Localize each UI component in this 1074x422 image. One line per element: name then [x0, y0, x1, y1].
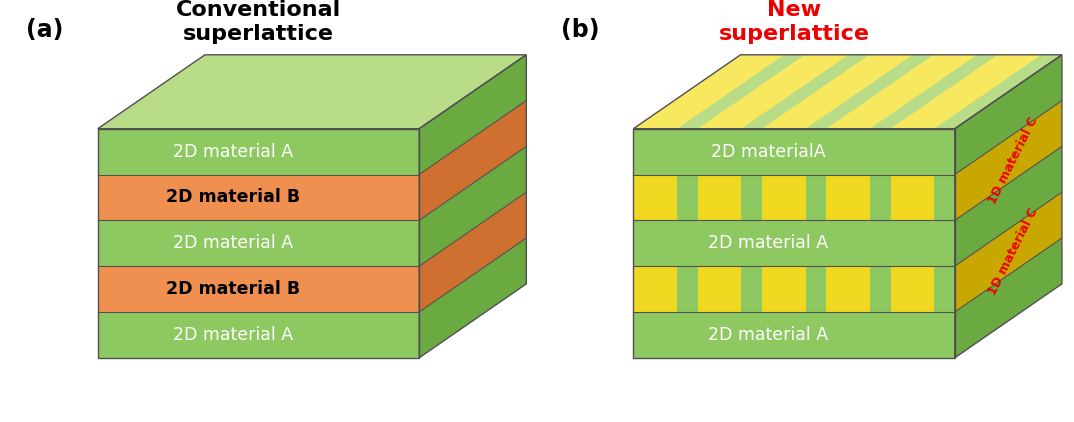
Polygon shape [826, 55, 977, 129]
Polygon shape [826, 266, 870, 312]
Text: 2D material B: 2D material B [165, 280, 300, 298]
Text: 1D material C: 1D material C [987, 206, 1041, 298]
Polygon shape [698, 266, 741, 312]
Polygon shape [634, 175, 677, 220]
Polygon shape [98, 129, 419, 175]
Polygon shape [761, 266, 806, 312]
Polygon shape [634, 266, 677, 312]
Polygon shape [634, 129, 955, 175]
Polygon shape [634, 55, 1062, 129]
Polygon shape [634, 266, 955, 312]
Text: 2D material B: 2D material B [165, 188, 300, 206]
Text: (b): (b) [561, 18, 599, 42]
Text: 2D material A: 2D material A [173, 234, 293, 252]
Polygon shape [634, 312, 955, 358]
Polygon shape [955, 238, 1062, 358]
Text: 2D material A: 2D material A [709, 326, 828, 344]
Text: Conventional
superlattice: Conventional superlattice [176, 0, 342, 44]
Polygon shape [955, 192, 1062, 312]
Polygon shape [98, 175, 419, 220]
Polygon shape [419, 238, 526, 358]
Polygon shape [761, 175, 806, 220]
Polygon shape [761, 55, 913, 129]
Text: (a): (a) [26, 18, 63, 42]
Polygon shape [955, 146, 1062, 266]
Polygon shape [419, 192, 526, 312]
Polygon shape [98, 266, 419, 312]
Polygon shape [634, 55, 784, 129]
Polygon shape [98, 220, 419, 266]
Polygon shape [98, 312, 419, 358]
Text: 1D material C: 1D material C [987, 115, 1041, 206]
Polygon shape [826, 175, 870, 220]
Polygon shape [955, 55, 1062, 175]
Text: New
superlattice: New superlattice [719, 0, 870, 44]
Polygon shape [98, 55, 526, 129]
Polygon shape [955, 100, 1062, 220]
Polygon shape [419, 55, 526, 175]
Polygon shape [698, 175, 741, 220]
Text: 2D material A: 2D material A [173, 143, 293, 161]
Text: 2D material A: 2D material A [173, 326, 293, 344]
Text: 2D materialA: 2D materialA [711, 143, 826, 161]
Polygon shape [890, 175, 934, 220]
Polygon shape [890, 266, 934, 312]
Polygon shape [890, 55, 1042, 129]
Polygon shape [634, 220, 955, 266]
Polygon shape [698, 55, 848, 129]
Polygon shape [419, 146, 526, 266]
Text: 2D material A: 2D material A [709, 234, 828, 252]
Polygon shape [419, 100, 526, 220]
Polygon shape [634, 175, 955, 220]
